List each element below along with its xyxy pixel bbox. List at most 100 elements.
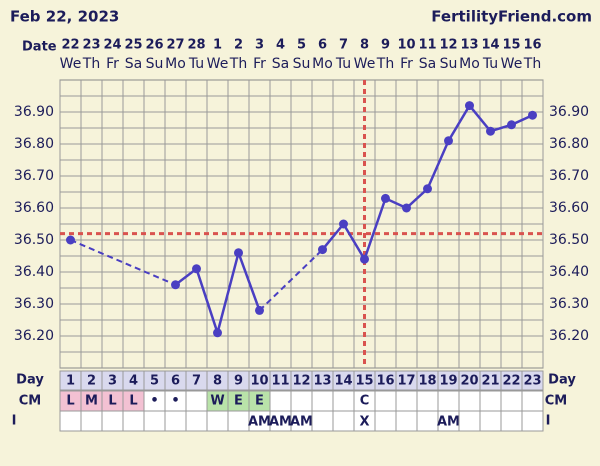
temperature-point <box>318 245 327 255</box>
weekday-label: Tu <box>335 56 351 72</box>
date-label: 7 <box>339 38 348 53</box>
i-cell <box>521 410 544 432</box>
day-number: 20 <box>460 374 478 389</box>
temperature-point <box>255 305 264 315</box>
day-number: 18 <box>418 374 436 389</box>
weekday-label: Fr <box>106 56 119 72</box>
temperature-point <box>528 110 537 120</box>
y-tick-label: 36.80 <box>14 136 54 152</box>
date-label: 13 <box>460 38 478 53</box>
y-tick-label: 36.60 <box>549 200 589 216</box>
day-number: 12 <box>292 374 310 389</box>
day-number: 1 <box>66 374 75 389</box>
i-cell <box>500 410 523 432</box>
date-label: 23 <box>82 38 100 53</box>
y-tick-label: 36.90 <box>549 104 589 120</box>
cm-cell <box>479 390 502 412</box>
cm-entry: L <box>66 394 74 409</box>
weekday-label: Th <box>376 56 394 72</box>
y-tick-label: 36.20 <box>549 328 589 344</box>
gap-connector <box>258 248 324 312</box>
y-tick-label: 36.70 <box>14 168 54 184</box>
date-label: 9 <box>381 38 390 53</box>
date-label: 16 <box>523 38 541 53</box>
i-cell <box>206 410 229 432</box>
i-cell <box>185 410 208 432</box>
y-tick-label: 36.20 <box>14 328 54 344</box>
weekday-label: Th <box>523 56 541 72</box>
cm-label: CM <box>19 394 41 409</box>
i-cell <box>416 410 439 432</box>
day-number: 2 <box>87 374 96 389</box>
day-number: 14 <box>334 374 352 389</box>
i-cell <box>227 410 250 432</box>
day-number: 15 <box>355 374 373 389</box>
day-number: 16 <box>376 374 394 389</box>
intercourse-entry: AM <box>248 415 271 430</box>
weekday-label: Mo <box>459 56 480 72</box>
day-number: 5 <box>150 374 159 389</box>
weekday-label: We <box>501 56 523 72</box>
cm-entry: C <box>360 394 370 409</box>
date-label: 28 <box>187 38 205 53</box>
weekday-label: Sa <box>419 56 436 72</box>
date-label: 1 <box>213 38 222 53</box>
weekday-label: Mo <box>165 56 186 72</box>
i-cell <box>311 410 334 432</box>
weekday-label: Su <box>293 56 311 72</box>
gap-connector <box>70 239 176 286</box>
temperature-point <box>465 101 474 111</box>
day-number: 11 <box>271 374 289 389</box>
date-label: 8 <box>360 38 369 53</box>
y-tick-label: 36.90 <box>14 104 54 120</box>
y-tick-label: 36.30 <box>14 296 54 312</box>
y-tick-label: 36.80 <box>549 136 589 152</box>
cm-label: CM <box>545 394 567 409</box>
date-label: 12 <box>439 38 457 53</box>
cm-entry: L <box>129 394 137 409</box>
day-number: 13 <box>313 374 331 389</box>
i-cell <box>332 410 355 432</box>
weekday-label: Mo <box>312 56 333 72</box>
date-label: 10 <box>397 38 415 53</box>
i-cell <box>395 410 418 432</box>
weekday-label: We <box>60 56 82 72</box>
temperature-point <box>213 328 222 338</box>
cm-entry: E <box>234 394 243 409</box>
cm-cell <box>458 390 481 412</box>
date-label: 27 <box>166 38 184 53</box>
day-number: 6 <box>171 374 180 389</box>
day-number: 10 <box>250 374 268 389</box>
temperature-point <box>423 184 432 194</box>
cm-cell <box>500 390 523 412</box>
cm-entry: M <box>85 394 98 409</box>
cm-cell <box>290 390 313 412</box>
y-tick-label: 36.30 <box>549 296 589 312</box>
intercourse-entry: AM <box>290 415 313 430</box>
y-tick-label: 36.40 <box>549 264 589 280</box>
cm-cell <box>374 390 397 412</box>
i-cell <box>59 410 82 432</box>
temperature-point <box>381 193 390 203</box>
day-number: 21 <box>481 374 499 389</box>
cm-cell <box>437 390 460 412</box>
weekday-label: Fr <box>400 56 413 72</box>
day-label: Day <box>548 373 576 388</box>
day-number: 19 <box>439 374 457 389</box>
temperature-point <box>507 120 516 130</box>
date-label: 26 <box>145 38 163 53</box>
date-label: 4 <box>276 38 285 53</box>
y-tick-label: 36.70 <box>549 168 589 184</box>
site-name: FertilityFriend.com <box>431 8 592 26</box>
y-tick-label: 36.60 <box>14 200 54 216</box>
y-tick-label: 36.50 <box>14 232 54 248</box>
day-number: 22 <box>502 374 520 389</box>
weekday-label: Th <box>229 56 247 72</box>
date-label: 22 <box>61 38 79 53</box>
cm-cell <box>185 390 208 412</box>
i-cell <box>164 410 187 432</box>
temperature-point <box>402 203 411 213</box>
y-tick-label: 36.50 <box>549 232 589 248</box>
